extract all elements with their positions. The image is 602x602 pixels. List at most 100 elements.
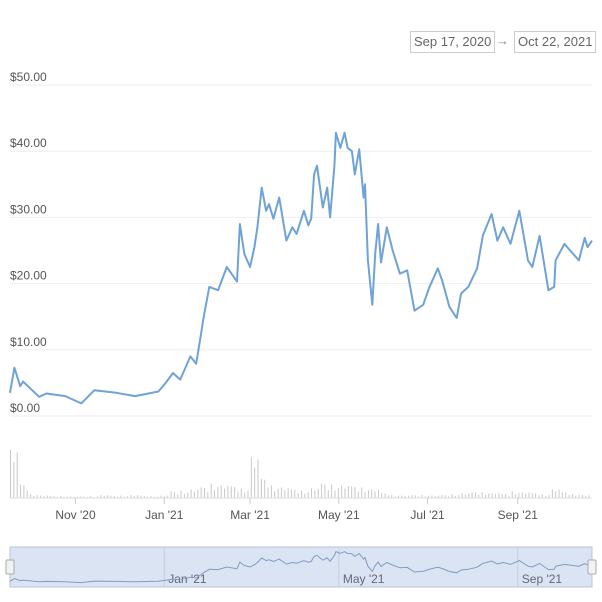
volume-bar <box>361 487 363 498</box>
volume-bar <box>441 495 443 498</box>
y-tick-label: $10.00 <box>10 335 47 349</box>
volume-bar <box>301 490 302 498</box>
volume-bar <box>484 494 486 498</box>
volume-bar <box>505 494 507 498</box>
volume-bar <box>324 484 326 498</box>
volume-bar <box>424 496 426 498</box>
x-tick-label: Mar '21 <box>230 508 270 522</box>
volume-bar <box>257 459 259 498</box>
navigator-line <box>9 551 593 584</box>
y-tick-label: $50.00 <box>10 70 47 84</box>
volume-bar <box>33 495 35 498</box>
volume-bar <box>244 492 246 498</box>
volume-bar <box>588 495 590 498</box>
volume-bar <box>374 491 376 498</box>
volume-bar <box>387 495 389 498</box>
volume-bar <box>377 489 379 498</box>
volume-bar <box>254 467 256 498</box>
volume-bar <box>137 495 139 498</box>
range-arrow-icon: → <box>496 33 509 48</box>
volume-bar <box>127 496 129 498</box>
volume-bar <box>451 494 453 498</box>
volume-bar <box>247 490 249 498</box>
volume-bar <box>187 492 189 498</box>
navigator-selection[interactable] <box>9 546 593 588</box>
volume-bar <box>548 495 550 498</box>
volume-bar <box>317 488 319 498</box>
volume-bar <box>347 486 349 498</box>
navigator-right-handle[interactable] <box>587 559 597 575</box>
volume-bar <box>498 493 500 498</box>
volume-bar <box>331 484 333 498</box>
volume-bar <box>367 490 369 498</box>
volume-bar <box>495 494 496 498</box>
volume-bar <box>371 489 373 498</box>
volume-bar <box>321 483 323 498</box>
volume-bar <box>220 485 222 498</box>
volume-bar <box>468 493 470 498</box>
volume-bar <box>193 491 195 498</box>
volume-bar <box>448 496 450 498</box>
volume-bar <box>515 494 517 498</box>
volume-bar <box>314 490 316 498</box>
volume-bar <box>30 494 32 498</box>
volume-bar <box>337 487 339 498</box>
navigator-tick-label: May '21 <box>343 572 385 586</box>
x-tick-label: Jan '21 <box>145 508 184 522</box>
volume-bar <box>36 495 38 498</box>
volume-bar <box>304 493 306 498</box>
volume-bar <box>210 483 212 498</box>
volume-bar <box>474 492 476 498</box>
volume-bar <box>461 493 463 498</box>
volume-bar <box>96 496 98 498</box>
navigator-left-handle[interactable] <box>5 559 15 575</box>
volume-bar <box>13 462 15 498</box>
volume-bar <box>541 494 543 498</box>
volume-bar <box>170 491 172 498</box>
volume-bar <box>130 495 132 498</box>
volume-bar <box>90 496 92 498</box>
volume-bar <box>535 493 537 498</box>
volume-bar <box>357 491 359 498</box>
range-to-input[interactable]: Oct 22, 2021 <box>514 31 597 53</box>
volume-bar <box>46 495 48 498</box>
volume-bar <box>237 491 239 498</box>
volume-bar <box>153 496 155 498</box>
volume-bar <box>16 452 18 498</box>
volume-bar <box>525 493 527 498</box>
volume-bar <box>284 490 286 498</box>
x-tick-label: Jul '21 <box>410 508 445 522</box>
volume-bar <box>240 488 242 498</box>
volume-bar <box>401 495 403 498</box>
volume-bar <box>354 487 356 498</box>
volume-bar <box>53 496 55 498</box>
volume-bar <box>56 496 58 498</box>
volume-bar <box>408 495 410 498</box>
volume-bar <box>40 495 42 498</box>
volume-bar <box>217 487 219 498</box>
volume-bar <box>478 494 480 498</box>
volume-bar <box>147 496 149 498</box>
volume-bar <box>585 495 587 498</box>
y-tick-label: $20.00 <box>10 269 47 283</box>
volume-bar <box>23 485 25 498</box>
volume-bar <box>538 495 540 498</box>
volume-bar <box>464 494 466 498</box>
volume-bar <box>290 489 292 498</box>
volume-bar <box>73 496 75 498</box>
volume-bar <box>384 493 386 498</box>
volume-bar <box>204 487 205 498</box>
y-tick-label: $30.00 <box>10 202 47 216</box>
volume-bar <box>458 495 460 498</box>
volume-bar <box>180 490 182 498</box>
volume-bar <box>431 495 433 498</box>
volume-bar <box>277 488 279 498</box>
volume-bar <box>334 490 336 498</box>
volume-bar <box>107 495 108 498</box>
range-from-input[interactable]: Sep 17, 2020 <box>410 31 496 53</box>
volume-bar <box>117 496 119 498</box>
volume-bar <box>555 491 557 498</box>
navigator-tick-label: Sep '21 <box>522 572 563 586</box>
volume-bar <box>394 496 396 498</box>
